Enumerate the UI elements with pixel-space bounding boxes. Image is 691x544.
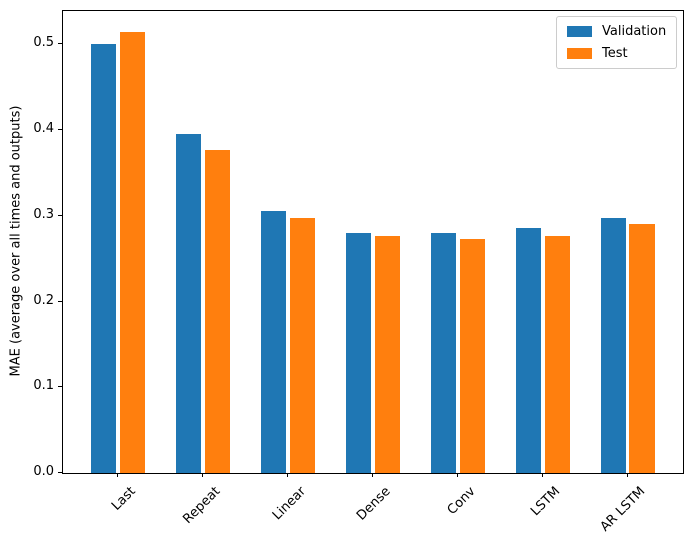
x-tick-label-dense: Dense xyxy=(353,484,394,524)
x-tick-mark xyxy=(626,473,628,477)
legend: Validation Test xyxy=(556,16,678,69)
legend-item-test: Test xyxy=(567,46,666,61)
y-tick-label: 0.0 xyxy=(33,464,54,479)
plot-area xyxy=(62,10,684,474)
x-tick-label-repeat: Repeat xyxy=(180,484,224,527)
bar-validation-linear xyxy=(260,210,287,473)
y-tick-mark xyxy=(58,214,62,216)
x-tick-mark xyxy=(372,473,373,477)
y-tick-mark xyxy=(58,129,62,131)
bar-validation-last xyxy=(91,43,117,473)
bar-test-last xyxy=(119,31,146,473)
legend-swatch-validation xyxy=(567,26,592,37)
x-tick-label-ar-lstm: AR LSTM xyxy=(597,484,649,535)
bar-test-ar-lstm xyxy=(629,223,655,473)
legend-swatch-test xyxy=(567,48,592,59)
x-tick-mark xyxy=(117,473,119,477)
y-tick-mark xyxy=(58,300,62,302)
x-tick-label-last: Last xyxy=(109,484,139,514)
x-tick-label-linear: Linear xyxy=(269,484,309,524)
y-tick-label: 0.3 xyxy=(33,206,54,222)
y-tick-mark xyxy=(58,386,62,388)
x-tick-mark xyxy=(456,473,458,477)
bar-test-dense xyxy=(374,236,401,473)
bar-test-lstm xyxy=(544,236,571,473)
y-tick-label: 0.1 xyxy=(33,378,54,394)
x-tick-mark xyxy=(541,473,543,477)
y-tick-label: 0.5 xyxy=(33,35,54,51)
y-axis-label: MAE (average over all times and outputs) xyxy=(8,105,24,377)
bar-validation-dense xyxy=(345,233,372,473)
bar-validation-ar-lstm xyxy=(600,218,627,473)
bar-test-repeat xyxy=(204,149,231,473)
y-tick-label: 0.2 xyxy=(33,292,54,308)
x-tick-label-lstm: LSTM xyxy=(528,484,564,520)
bar-test-linear xyxy=(289,217,316,473)
legend-item-validation: Validation xyxy=(567,24,666,39)
bar-validation-lstm xyxy=(515,227,542,473)
y-tick-label: 0.4 xyxy=(33,121,54,137)
bar-validation-repeat xyxy=(175,134,202,473)
bar-test-conv xyxy=(459,239,486,473)
x-tick-mark xyxy=(202,473,204,477)
y-tick-mark xyxy=(58,472,62,473)
legend-label-validation: Validation xyxy=(602,24,667,39)
bar-validation-conv xyxy=(430,233,457,473)
x-tick-label-conv: Conv xyxy=(444,484,479,518)
y-tick-mark xyxy=(58,43,62,45)
legend-label-test: Test xyxy=(602,46,628,61)
x-tick-mark xyxy=(287,473,289,477)
